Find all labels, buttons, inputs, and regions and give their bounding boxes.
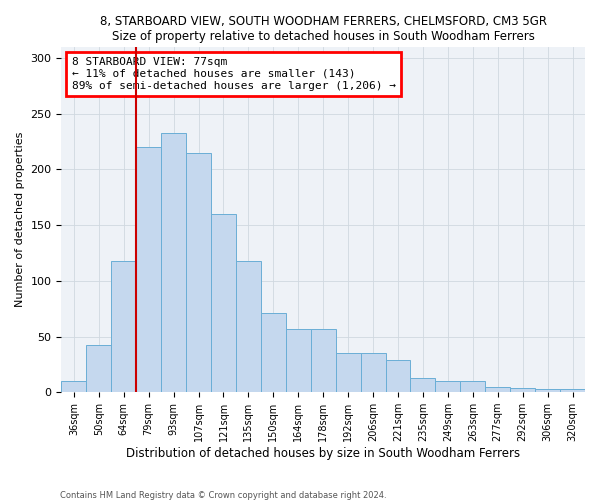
- Y-axis label: Number of detached properties: Number of detached properties: [15, 132, 25, 308]
- Bar: [485, 386, 510, 392]
- Bar: [86, 346, 111, 392]
- Bar: [386, 360, 410, 392]
- Bar: [261, 313, 286, 392]
- X-axis label: Distribution of detached houses by size in South Woodham Ferrers: Distribution of detached houses by size …: [126, 447, 520, 460]
- Bar: [286, 328, 311, 392]
- Bar: [61, 381, 86, 392]
- Text: 8 STARBOARD VIEW: 77sqm
← 11% of detached houses are smaller (143)
89% of semi-d: 8 STARBOARD VIEW: 77sqm ← 11% of detache…: [72, 58, 396, 90]
- Bar: [335, 353, 361, 392]
- Title: 8, STARBOARD VIEW, SOUTH WOODHAM FERRERS, CHELMSFORD, CM3 5GR
Size of property r: 8, STARBOARD VIEW, SOUTH WOODHAM FERRERS…: [100, 15, 547, 43]
- Bar: [410, 378, 436, 392]
- Bar: [211, 214, 236, 392]
- Bar: [161, 132, 186, 392]
- Bar: [236, 261, 261, 392]
- Bar: [436, 381, 460, 392]
- Bar: [510, 388, 535, 392]
- Bar: [186, 153, 211, 392]
- Bar: [535, 389, 560, 392]
- Bar: [311, 328, 335, 392]
- Bar: [136, 147, 161, 392]
- Text: Contains HM Land Registry data © Crown copyright and database right 2024.: Contains HM Land Registry data © Crown c…: [60, 490, 386, 500]
- Bar: [111, 261, 136, 392]
- Bar: [361, 353, 386, 392]
- Bar: [560, 389, 585, 392]
- Bar: [460, 381, 485, 392]
